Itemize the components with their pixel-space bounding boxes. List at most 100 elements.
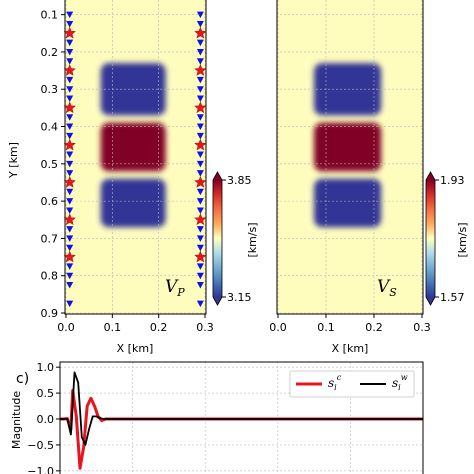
vs-colorbar: 1.93 1.57 [km/s] — [425, 171, 469, 306]
vs-x-axis: 0.0 0.1 0.2 0.3 — [269, 314, 431, 334]
vs-xtick-label: 0.2 — [365, 321, 383, 334]
vp-colorbar-min: 3.15 — [227, 291, 252, 304]
receiver-marker — [66, 198, 74, 205]
vs-anomaly-3 — [314, 178, 382, 228]
wavelet-series-sw — [60, 371, 423, 446]
wavelet-ytick-label: 0.5 — [37, 387, 55, 400]
receiver-marker — [196, 76, 204, 84]
vs-anomaly-1 — [314, 63, 382, 116]
receiver-marker — [196, 11, 204, 19]
receiver-marker — [66, 226, 74, 233]
wavelet-legend: sic siw — [289, 370, 415, 398]
wavelet-y-axis-label: Magnitude — [10, 391, 23, 450]
receiver-marker — [196, 300, 204, 308]
receiver-marker — [66, 160, 74, 168]
receiver-marker — [66, 151, 74, 158]
vp-y-axis-label: Y [km] — [7, 142, 20, 179]
source-marker — [194, 64, 207, 76]
source-marker — [194, 213, 207, 226]
wavelet-series-sc — [60, 389, 423, 470]
receiver-marker — [66, 86, 74, 93]
vp-ytick-label: 0.8 — [41, 270, 59, 283]
vs-anomalies — [314, 63, 382, 228]
vp-ytick-label: 0.1 — [41, 9, 59, 22]
receiver-marker — [66, 263, 74, 270]
wavelet-ytick-label: 1.0 — [37, 361, 55, 374]
source-marker — [194, 101, 207, 114]
receiver-marker — [196, 235, 204, 242]
receiver-marker — [196, 170, 204, 177]
vs-grid — [277, 0, 423, 314]
vp-ytick-label: 0.2 — [41, 46, 59, 59]
vp-panel-label: VP — [165, 277, 185, 299]
receiver-marker — [196, 39, 204, 47]
receiver-marker — [196, 58, 204, 65]
receiver-marker — [196, 198, 204, 205]
source-marker — [194, 26, 207, 39]
receiver-marker — [196, 151, 204, 158]
vp-anomaly-3 — [100, 178, 166, 228]
receiver-marker — [66, 48, 74, 56]
panel-c-label: c) — [16, 371, 29, 387]
receiver-marker — [66, 11, 74, 19]
vp-ytick-label: 0.7 — [41, 232, 59, 245]
source-marker — [63, 64, 76, 76]
receiver-marker — [66, 39, 74, 47]
source-marker — [63, 138, 76, 151]
source-marker — [63, 250, 76, 263]
vs-anomaly-2 — [314, 122, 382, 172]
receiver-marker — [196, 48, 204, 56]
receiver-marker — [66, 282, 74, 289]
receiver-marker — [66, 76, 74, 84]
receiver-marker — [196, 226, 204, 233]
vp-grid — [65, 0, 206, 314]
receiver-marker — [196, 132, 204, 140]
vp-ytick-label: 0.3 — [41, 83, 59, 96]
vs-frame — [276, 0, 424, 315]
vp-acquisition-markers — [63, 11, 207, 308]
vp-xtick-label: 0.2 — [150, 321, 168, 334]
receiver-marker — [66, 123, 74, 131]
wavelet-y-axis: 1.0 0.5 0.0 −0.5 −1.0 — [27, 361, 60, 474]
vs-xtick-label: 0.1 — [317, 321, 335, 334]
receiver-marker — [196, 114, 204, 121]
vp-panel: 0.1 0.2 0.3 0.4 0.5 0.6 0.7 0.8 0.9 0.0 0.1 0.2 0.3… — [7, 0, 214, 355]
vp-ytick-label: 0.4 — [41, 121, 59, 134]
receiver-marker — [196, 86, 204, 93]
vp-colorbar-label: [km/s] — [246, 222, 259, 257]
receiver-marker — [196, 95, 204, 103]
receiver-marker — [196, 188, 204, 196]
receiver-marker — [196, 244, 204, 252]
receiver-marker — [196, 20, 204, 28]
vs-colorbar-max: 1.93 — [440, 174, 465, 187]
vs-colorbar-label: [km/s] — [456, 222, 469, 257]
vp-anomaly-2 — [100, 122, 166, 172]
wavelet-ytick-label: 0.0 — [37, 413, 55, 426]
vp-x-axis-label: X [km] — [117, 342, 154, 355]
vp-y-axis: 0.1 0.2 0.3 0.4 0.5 0.6 0.7 0.8 0.9 — [41, 9, 65, 320]
receiver-marker — [66, 244, 74, 252]
vp-anomalies — [100, 63, 166, 228]
vp-frame — [64, 0, 207, 315]
receiver-marker — [66, 132, 74, 140]
receiver-marker — [66, 300, 74, 308]
receiver-marker — [66, 114, 74, 121]
receiver-marker — [66, 207, 74, 214]
vs-x-axis-label: X [km] — [332, 342, 369, 355]
vp-xtick-label: 0.0 — [57, 321, 75, 334]
vs-panel-label: VS — [377, 277, 397, 299]
vp-xtick-label: 0.1 — [104, 321, 122, 334]
source-marker — [63, 101, 76, 114]
vp-ytick-label: 0.6 — [41, 195, 59, 208]
vs-xtick-label: 0.0 — [269, 321, 287, 334]
receiver-marker — [66, 170, 74, 177]
wavelet-panel: c) Magnitude 1.0 0.5 0.0 −0.5 −1.0 sic siw — [10, 361, 424, 474]
source-marker — [194, 175, 207, 188]
receiver-marker — [66, 20, 74, 28]
wavelet-series — [60, 371, 423, 470]
receiver-marker — [66, 58, 74, 65]
source-marker — [63, 175, 76, 188]
source-marker — [63, 26, 76, 39]
vp-ytick-label: 0.5 — [41, 158, 59, 171]
